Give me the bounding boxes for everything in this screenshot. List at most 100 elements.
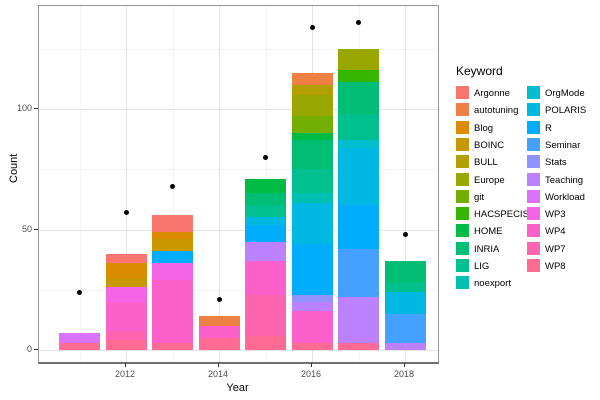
bar-segment-2016-WP4 [291,311,333,343]
bar-segment-2017-Teaching [338,296,379,343]
bar-segment-2014-autotuning [198,316,240,326]
legend-item-label: noexport [474,278,511,290]
legend-swatch-HOME [456,224,469,238]
legend-swatch-Workload [527,189,540,203]
y-tick-mark [34,349,38,350]
legend: Keyword Argonne autotuning Blog BOINC BULL Eu… [456,64,586,290]
bar-segment-2015-WP8 [245,335,286,350]
bar-segment-2012-WP4 [105,301,147,331]
data-point-2016 [309,24,315,30]
legend-swatch-Argonne [456,86,469,99]
data-point-2013 [170,183,175,189]
y-tick-label: 100 [16,103,32,113]
bar-segment-2014-WP4 [198,325,240,338]
legend-swatch-BOINC [456,137,469,151]
x-major-gridline [219,6,220,362]
bar-segment-2012-WP8 [105,340,147,350]
bar-segment-2016-autotuning [291,72,333,85]
bar-segment-2018-INRIA [384,260,426,283]
legend-item-label: Teaching [545,174,584,186]
legend-item-label: WP8 [545,261,566,272]
bar-segment-2016-git [291,116,333,134]
legend-swatch-WP4 [527,224,540,238]
bar-segment-2015-INRIA [245,193,286,206]
legend-item-label: LIG [474,261,490,272]
bar-segment-2013-WP3 [152,263,193,281]
y-major-gridline [39,109,438,110]
legend-swatch-HACSPECIS [456,207,469,221]
bar-segment-2017-Seminar [338,248,379,297]
legend-item-label: R [545,122,552,134]
bar-segment-2016-HOME [291,133,333,141]
legend-title: Keyword [456,64,503,78]
legend-swatch-Stats [527,155,540,169]
bar-segment-2012-WP3 [105,287,147,302]
legend-item-label: OrgMode [545,88,585,99]
bar-segment-2018-Seminar [384,313,426,343]
x-major-gridline [126,6,127,362]
legend-swatch-R [527,120,540,134]
data-point-2017 [356,19,361,25]
legend-item-label: WP4 [545,226,566,238]
bar-segment-2013-BOINC [152,239,193,252]
x-tick-label: 2014 [207,369,229,379]
bar-segment-2017-OrgMode [338,140,379,148]
data-point-2018 [402,231,408,237]
bar-segment-2015-HOME [245,178,286,194]
legend-swatch-LIG [456,259,469,272]
legend-item-label: HOME [474,226,503,238]
y-minor-gridline [39,48,438,50]
legend-swatch-WP3 [527,207,540,221]
bar-segment-2012-BOINC [105,277,147,288]
bar-segment-2017-WP8 [338,342,379,350]
bar-segment-2017-Europe [338,48,379,71]
bar-segment-2011-Workload [59,333,100,343]
legend-swatch-POLARIS [527,103,540,117]
bar-segment-2013-WP8 [152,342,193,350]
bar-segment-2017-HACSPECIS [338,70,379,83]
legend-item-label: git [474,191,485,203]
legend-swatch-BULL [456,155,469,169]
legend-item-label: POLARIS [545,105,587,117]
bar-segment-2015-WP4 [245,260,286,295]
x-tick-mark [125,363,126,367]
y-tick-label: 0 [26,344,32,354]
x-tick-mark [218,363,219,367]
data-point-2015 [263,154,268,160]
bar-segment-2016-POLARIS [291,202,333,244]
bar-segment-2015-R [245,224,286,242]
plot-panel [38,5,439,364]
legend-swatch-WP8 [527,259,540,272]
bar-segment-2015-WP7 [245,294,286,336]
data-point-2011 [77,289,82,295]
x-tick-mark [404,363,405,367]
y-major-gridline [39,350,438,351]
x-tick-mark [311,363,312,367]
y-tick-label: 50 [21,223,32,234]
legend-item-label: WP3 [545,209,566,221]
legend-item-label: autotuning [474,105,519,117]
bar-segment-2017-LIG [338,113,379,141]
legend-swatch-Europe [456,172,469,186]
bar-segment-2016-Stats [291,294,333,302]
bar-segment-2012-Blog [105,263,147,278]
legend-item-label: Seminar [545,139,581,151]
legend-item-label: HACSPECIS [474,209,529,221]
legend-item-label: Blog [474,122,494,134]
bar-segment-2017-INRIA [338,82,379,114]
bar-segment-2012-WP7 [105,330,147,341]
bar-segment-2016-INRIA [291,140,333,170]
x-tick-label: 2016 [300,369,322,379]
bar-segment-2018-LIG [384,282,426,293]
bar-segment-2013-Argonne [152,215,193,232]
data-point-2014 [216,296,222,302]
legend-item-label: WP7 [545,243,566,255]
bar-segment-2016-Teaching [291,301,333,312]
y-major-gridline [39,229,438,231]
bar-segment-2016-R [291,243,333,295]
legend-swatch-INRIA [456,241,469,255]
bar-segment-2013-R [152,251,193,264]
legend-swatch-OrgMode [527,86,540,99]
legend-item-label: Stats [545,157,567,169]
